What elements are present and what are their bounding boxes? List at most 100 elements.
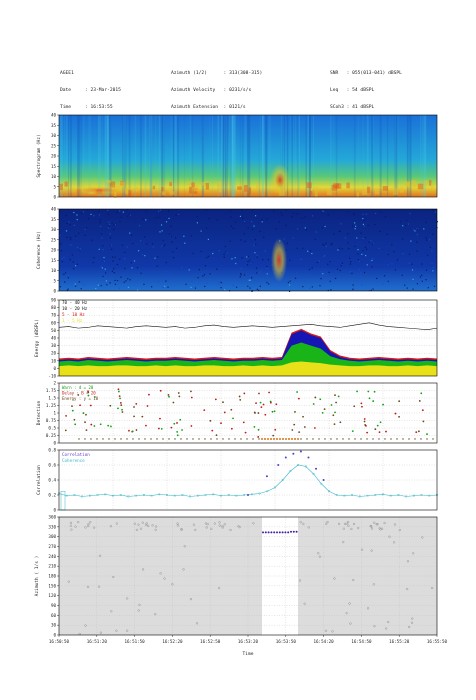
- coherence-cell: [92, 261, 94, 264]
- azimuth-selected-point: [267, 531, 270, 534]
- energy-yticks: 90 80 70 60 50 40 30 20 10 0 -10: [48, 298, 59, 379]
- detection-point: [426, 433, 428, 435]
- coherence-cell: [157, 256, 159, 258]
- coherence-cell: [251, 277, 253, 279]
- coherence-cell: [308, 268, 311, 271]
- detection-point: [243, 392, 246, 395]
- azimuth-selected-point: [281, 531, 284, 534]
- coherence-cell: [196, 215, 198, 218]
- spectrogram-stripe: [217, 115, 220, 197]
- coherence-cell: [247, 260, 249, 263]
- coherence-cell: [232, 285, 234, 287]
- coherence-cell: [138, 224, 141, 227]
- azimuth-point: [410, 621, 414, 624]
- detection-baseline-point: [246, 438, 248, 440]
- azimuth-selected-point: [276, 531, 278, 534]
- azimuth-point: [171, 583, 174, 586]
- detection-point: [323, 408, 326, 410]
- coherence-cell: [429, 239, 431, 241]
- coherence-cell: [391, 263, 393, 265]
- detection-point: [302, 415, 304, 418]
- azimuth-point: [331, 630, 334, 633]
- spectrogram-stripe: [281, 115, 284, 197]
- detection-point: [131, 430, 134, 433]
- coherence-cell: [107, 213, 109, 215]
- coherence-cell: [338, 247, 340, 249]
- detection-point: [333, 423, 336, 426]
- spectrogram-stripe: [265, 115, 268, 197]
- detection-panel: Detection 2 1.75 1.5 1.25 1 0.75 0.5 0.25 0 Warn…: [36, 381, 438, 446]
- spectrogram-stripe: [396, 115, 399, 197]
- coherence-cell: [102, 249, 104, 251]
- detection-point: [335, 401, 337, 404]
- azimuth-point: [112, 575, 115, 579]
- spectrogram-stripe: [293, 115, 294, 197]
- coherence-cell: [354, 245, 356, 247]
- detection-point: [133, 415, 135, 418]
- spectrogram-stripe: [128, 115, 131, 197]
- coherence-cell: [254, 252, 256, 254]
- azimuth-y-tick-label: 0: [53, 633, 56, 638]
- detection-point: [268, 391, 270, 394]
- spectrogram-hot-cell: [411, 180, 417, 188]
- coherence-cell: [128, 278, 130, 281]
- detection-point: [296, 391, 299, 393]
- detection-point: [373, 390, 376, 393]
- coherence-cell: [197, 277, 199, 279]
- coherence-cell: [241, 257, 243, 259]
- coherence-cell: [258, 272, 260, 274]
- coherence-cell: [81, 212, 83, 214]
- energy-legend-entry: 5 - 10 Hz: [62, 312, 85, 317]
- azimuth-point: [370, 525, 373, 528]
- coherence-cell: [261, 221, 263, 223]
- spectrogram-hot-cell: [205, 182, 209, 190]
- coherence-y-tick-label: 30: [51, 227, 57, 232]
- coherence-cell: [348, 247, 350, 250]
- coherence-cell: [112, 260, 114, 262]
- azimuth-point: [183, 545, 186, 548]
- azimuth-y-tick-label: 90: [51, 603, 57, 608]
- detection-baseline-point: [300, 438, 302, 440]
- spectrogram-stripe: [258, 115, 261, 197]
- azimuth-x-tick-label: 16:54:20: [314, 639, 335, 644]
- coherence-cell: [411, 269, 414, 271]
- azimuth-y-tick-label: 180: [48, 574, 56, 579]
- coherence-cell: [126, 246, 128, 248]
- coherence-cell: [291, 216, 293, 218]
- spectrogram-stripe: [309, 115, 311, 197]
- azimuth-x-tick-label: 16:51:50: [125, 639, 146, 644]
- coherence-cell: [421, 263, 423, 265]
- detection-grid: [59, 383, 437, 443]
- azimuth-point: [421, 536, 424, 539]
- spectrogram-stripe: [222, 115, 225, 197]
- coherence-cell: [155, 217, 157, 219]
- coherence-cell: [102, 275, 104, 278]
- spectrogram-stripe: [357, 115, 359, 197]
- azimuth-point: [237, 525, 240, 528]
- detection-point: [223, 411, 226, 414]
- coherence-cell: [78, 232, 80, 234]
- spectrogram-hot-cell: [64, 181, 68, 187]
- coherence-cell: [261, 219, 263, 221]
- correlation-y-tick-label: 0.4: [48, 478, 56, 483]
- coherence-cell: [131, 267, 133, 269]
- coherence-cell: [416, 233, 419, 236]
- azimuth-point: [141, 521, 144, 524]
- coherence-cell: [240, 267, 242, 270]
- spectrogram-hot-cell: [374, 188, 380, 195]
- spectrogram-stripe: [149, 115, 153, 197]
- coherence-cell: [370, 289, 372, 291]
- coherence-cell: [251, 228, 254, 230]
- detection-point: [244, 431, 247, 434]
- coherence-cell: [164, 244, 166, 246]
- detection-baseline-point: [180, 438, 182, 440]
- coherence-cell: [327, 289, 329, 292]
- coherence-cell: [109, 237, 112, 239]
- azimuth-point: [204, 522, 208, 525]
- spectrogram-hot-cell: [314, 186, 318, 191]
- coherence-cell: [309, 273, 311, 276]
- coherence-cell: [170, 235, 172, 237]
- coherence-cell: [296, 213, 299, 215]
- detection-event-point: [297, 438, 299, 440]
- detection-point: [71, 409, 74, 412]
